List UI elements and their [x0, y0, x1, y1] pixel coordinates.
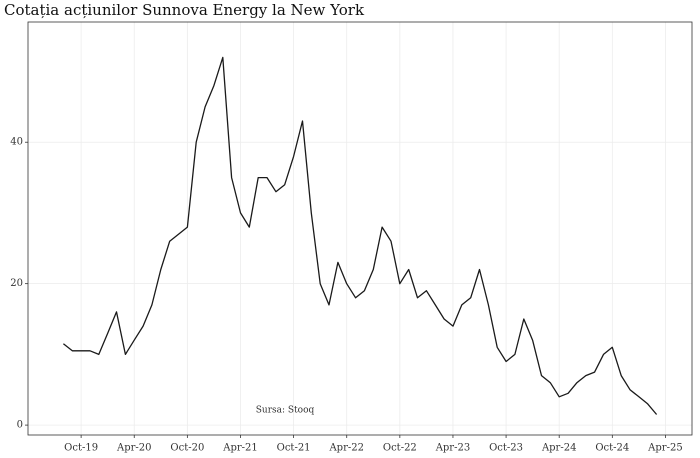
y-tick-label: 20 [10, 278, 23, 289]
annotation: Sursa: Stooq [256, 406, 315, 416]
x-tick-label: Oct-22 [383, 443, 417, 454]
x-tick-label: Apr-20 [116, 443, 152, 454]
grid [28, 22, 692, 435]
chart-title: Cotația acțiunilor Sunnova Energy la New… [4, 1, 365, 19]
y-tick-label: 40 [10, 137, 23, 148]
x-tick-label: Oct-23 [489, 443, 523, 454]
x-tick-label: Oct-19 [64, 443, 98, 454]
x-tick-label: Oct-24 [595, 443, 629, 454]
x-tick-label: Apr-21 [222, 443, 258, 454]
plot [62, 56, 658, 415]
x-tick-label: Apr-24 [541, 443, 577, 454]
x-tick-label: Apr-25 [647, 443, 683, 454]
panel-border [27, 21, 693, 436]
price-line [62, 56, 658, 415]
y-tick-label: 0 [17, 420, 23, 431]
x-tick-label: Oct-21 [277, 443, 311, 454]
x-tick-label: Apr-23 [435, 443, 471, 454]
x-tick-label: Oct-20 [170, 443, 204, 454]
x-tick-label: Apr-22 [328, 443, 364, 454]
